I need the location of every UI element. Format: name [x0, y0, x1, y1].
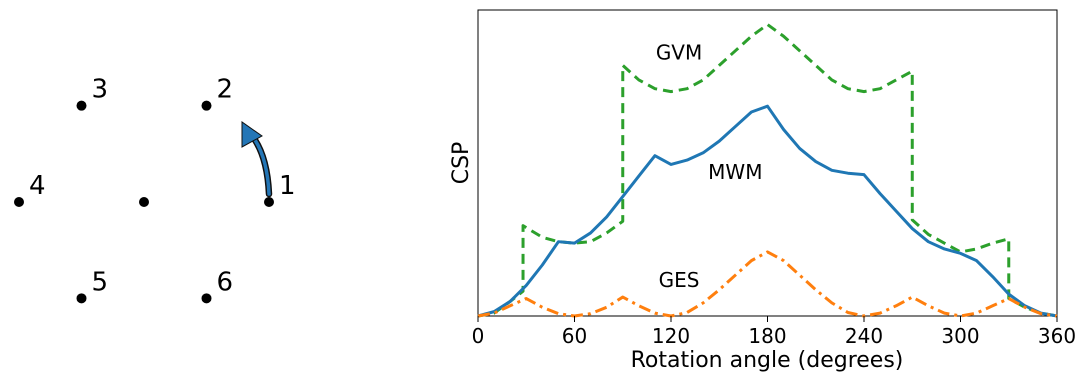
point-label: 5	[92, 267, 109, 297]
point-3	[76, 100, 87, 111]
x-tick-label: 300	[941, 324, 979, 348]
x-tick-label: 60	[562, 324, 587, 348]
x-tick-label: 0	[472, 324, 485, 348]
rotation-arrow-icon	[241, 121, 273, 198]
series-mwm-line	[477, 104, 1058, 318]
point-label: 4	[29, 171, 46, 201]
point-label: 2	[217, 75, 234, 105]
series-ges-line	[477, 250, 1058, 318]
point-6	[201, 293, 212, 304]
x-tick-label: 360	[1038, 324, 1076, 348]
point-diagram: 1 2 3 4 5 6	[14, 75, 296, 304]
y-axis-label: CSP	[449, 142, 474, 185]
plot-frame	[477, 9, 1058, 317]
series-layer	[477, 23, 1058, 318]
point-5	[76, 293, 87, 304]
series-gvm-line	[477, 23, 1058, 318]
annotation-gvm: GVM	[656, 41, 702, 65]
annotation-layer: GVM MWM GES	[656, 41, 763, 292]
annotation-mwm: MWM	[708, 160, 762, 184]
point-2	[201, 100, 212, 111]
point-label: 1	[279, 171, 296, 201]
x-axis: 0 60 120 180 240 300 360	[472, 316, 1076, 348]
point-1	[264, 197, 274, 207]
x-tick-label: 180	[748, 324, 786, 348]
point-4	[14, 197, 24, 207]
center-point	[139, 197, 149, 207]
x-tick-label: 240	[845, 324, 883, 348]
point-label: 6	[217, 267, 234, 297]
annotation-ges: GES	[659, 268, 700, 292]
csp-line-chart: GVM MWM GES 0 60 120 180 240 300 360 Rotation an…	[449, 9, 1076, 373]
point-label: 3	[92, 75, 109, 105]
x-tick-label: 120	[652, 324, 690, 348]
x-axis-label: Rotation angle (degrees)	[631, 348, 904, 373]
